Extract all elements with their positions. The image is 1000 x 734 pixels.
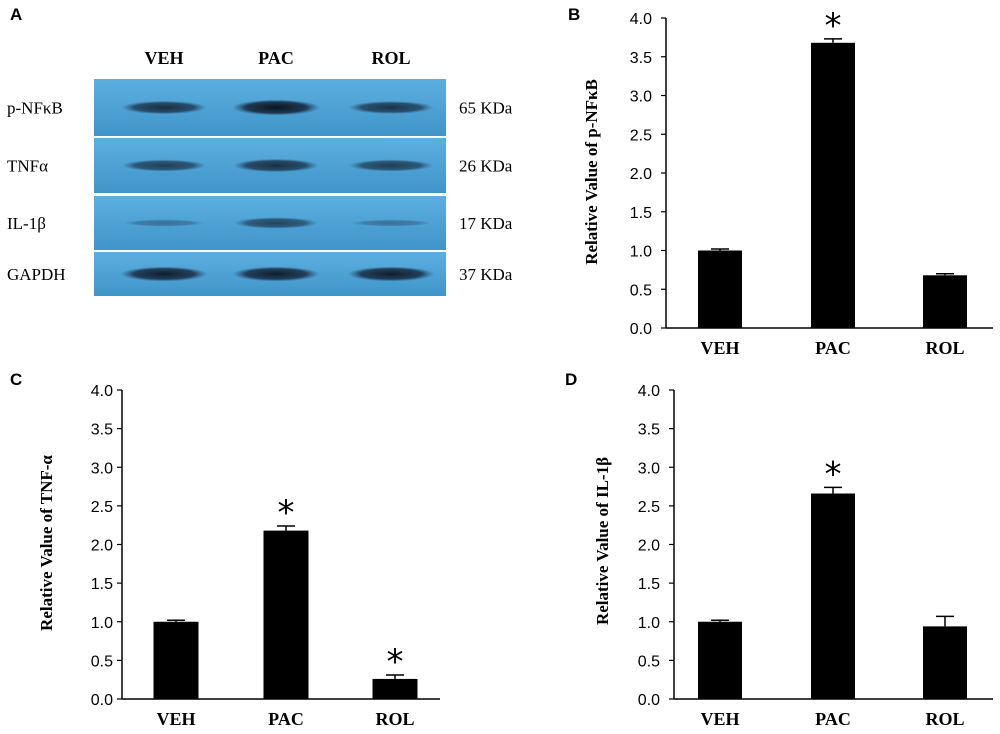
- lane-label-pac: PAC: [258, 48, 294, 68]
- protein-label: IL-1β: [7, 214, 46, 233]
- bar: [923, 275, 967, 328]
- y-tick-label: 3.0: [638, 460, 660, 477]
- x-tick-label: VEH: [700, 709, 739, 729]
- x-tick-label: ROL: [925, 709, 964, 729]
- blot-band: [232, 99, 320, 116]
- blot-band: [233, 158, 319, 173]
- y-tick-label: 1.0: [630, 244, 652, 261]
- y-tick-label: 0.0: [91, 692, 113, 709]
- x-tick-label: VEH: [156, 709, 195, 729]
- protein-label: GAPDH: [7, 265, 66, 284]
- molecular-weight-label: 65 KDa: [459, 99, 513, 118]
- y-axis-label: Relative Value of p-NFκB: [582, 79, 601, 265]
- blot-band: [233, 217, 319, 229]
- y-axis-label: Relative Value of TNF-α: [37, 455, 56, 631]
- chart-c: C Relative Value of TNF-α 0.0 0.5 1.0 1.5 2.…: [10, 370, 440, 729]
- panel-letter-b: B: [568, 5, 580, 24]
- y-axis-label: Relative Value of IL-1β: [593, 457, 612, 625]
- panel-letter-c: C: [10, 370, 22, 389]
- y-tick-label: 3.0: [91, 460, 113, 477]
- blot-row: p-NFκB 65 KDa: [7, 79, 513, 136]
- lane-label-veh: VEH: [144, 48, 183, 68]
- molecular-weight-label: 37 KDa: [459, 265, 513, 284]
- blot-band: [350, 219, 432, 227]
- y-tick-label: 4.0: [638, 383, 660, 400]
- y-tick-label: 2.0: [630, 166, 652, 183]
- blot-band: [121, 159, 207, 172]
- y-tick-label: 1.5: [638, 576, 660, 593]
- y-tick-label: 3.5: [630, 50, 652, 67]
- bar: [923, 626, 967, 699]
- x-tick-label: PAC: [815, 709, 851, 729]
- blot-band: [232, 266, 320, 282]
- blot-band: [120, 266, 208, 282]
- lane-label-rol: ROL: [371, 48, 410, 68]
- blot-band: [348, 101, 434, 114]
- protein-label: TNFα: [7, 157, 48, 176]
- y-tick-label: 3.5: [91, 422, 113, 439]
- panel-letter-a: A: [10, 5, 22, 24]
- significance-marker: *: [825, 6, 842, 46]
- y-tick-label: 4.0: [630, 11, 652, 28]
- y-tick-label: 1.5: [91, 576, 113, 593]
- panel-letter-d: D: [565, 370, 577, 389]
- blot-band: [347, 266, 435, 282]
- x-tick-label: ROL: [925, 338, 964, 358]
- bar: [153, 621, 199, 699]
- bar: [698, 621, 742, 699]
- protein-label: p-NFκB: [7, 99, 63, 118]
- chart-d: D Relative Value of IL-1β 0.0 0.5 1.0 1.5 2.…: [565, 370, 993, 729]
- blot-rows: p-NFκB 65 KDa TNFα 26 KDa IL-1β 17 KDa GAPDH 37…: [7, 79, 513, 296]
- bar: [811, 493, 855, 699]
- x-tick-label: ROL: [375, 709, 414, 729]
- y-tick-label: 1.0: [91, 615, 113, 632]
- y-tick-label: 0.5: [638, 653, 660, 670]
- y-tick-label: 1.5: [630, 205, 652, 222]
- blot-band: [121, 100, 207, 115]
- molecular-weight-label: 17 KDa: [459, 214, 513, 233]
- y-tick-label: 1.0: [638, 615, 660, 632]
- blot-band: [348, 159, 434, 172]
- chart-b: B Relative Value of p-NFκB 0.0 0.5 1.0 1.5 2…: [568, 5, 993, 358]
- y-tick-label: 2.0: [638, 538, 660, 555]
- bar: [698, 250, 742, 328]
- y-tick-label: 0.5: [630, 282, 652, 299]
- bar: [263, 530, 309, 699]
- y-tick-label: 2.5: [638, 499, 660, 516]
- y-tick-label: 0.0: [630, 321, 652, 338]
- x-tick-label: PAC: [268, 709, 304, 729]
- bar: [372, 678, 418, 699]
- blot-row: TNFα 26 KDa: [7, 138, 513, 193]
- western-blot-panel: A VEH PAC ROL p-NFκB 65 KDa TNFα 26 KDa IL-1…: [7, 5, 513, 296]
- significance-marker: *: [825, 454, 842, 494]
- x-tick-label: VEH: [700, 338, 739, 358]
- molecular-weight-label: 26 KDa: [459, 157, 513, 176]
- y-tick-label: 3.0: [630, 89, 652, 106]
- blot-row: IL-1β 17 KDa: [7, 196, 513, 250]
- y-tick-label: 0.5: [91, 653, 113, 670]
- y-tick-label: 4.0: [91, 383, 113, 400]
- y-tick-label: 2.5: [91, 499, 113, 516]
- significance-marker: *: [387, 642, 404, 682]
- y-tick-label: 2.5: [630, 127, 652, 144]
- x-tick-label: PAC: [815, 338, 851, 358]
- significance-marker: *: [278, 493, 295, 533]
- y-tick-label: 0.0: [638, 692, 660, 709]
- y-tick-label: 2.0: [91, 538, 113, 555]
- bar: [811, 42, 855, 329]
- y-tick-label: 3.5: [638, 422, 660, 439]
- blot-band: [123, 219, 205, 227]
- blot-row: GAPDH 37 KDa: [7, 252, 513, 296]
